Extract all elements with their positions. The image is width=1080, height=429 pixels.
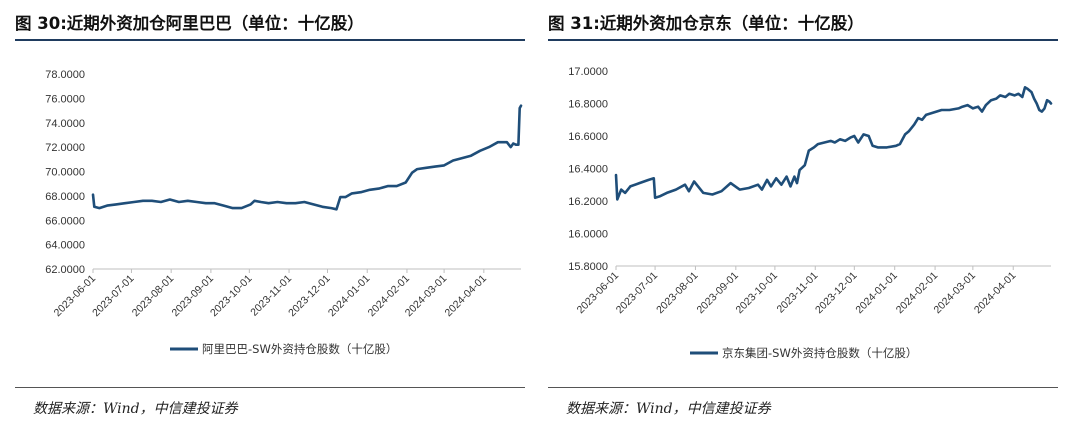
x-tick-label: 2024-04-01 — [442, 273, 489, 320]
x-tick-label: 2023-10-01 — [734, 270, 781, 317]
y-tick-label: 78.0000 — [45, 69, 85, 81]
source-divider — [548, 387, 1058, 388]
legend-label: 阿里巴巴-SW外资持仓股数（十亿股） — [202, 342, 397, 356]
y-tick-label: 72.0000 — [45, 142, 85, 154]
chart-panel-jd: 图 31:近期外资加仓京东（单位：十亿股） 15.8000 16.0000 16.2… — [548, 0, 1073, 429]
chart-title: 图 31:近期外资加仓京东（单位：十亿股） — [548, 14, 864, 33]
y-tick-label: 16.8000 — [568, 99, 608, 111]
x-tick-label: 2023-12-01 — [813, 270, 860, 317]
x-tick-label: 2024-01-01 — [853, 270, 900, 317]
title-divider — [548, 39, 1058, 41]
title-divider — [15, 39, 525, 41]
y-tick-label: 62.0000 — [45, 264, 85, 276]
series-line — [91, 104, 523, 211]
y-tick-label: 74.0000 — [45, 118, 85, 130]
x-tick-label: 2024-01-01 — [326, 273, 373, 320]
y-tick-label: 66.0000 — [45, 215, 85, 227]
data-source-note: 数据来源：Wind，中信建投证券 — [33, 401, 238, 417]
chart-panel-alibaba: 图 30:近期外资加仓阿里巴巴（单位：十亿股） 62.0000 64.0000 66… — [15, 0, 540, 429]
legend-label: 京东集团-SW外资持仓股数（十亿股） — [722, 346, 917, 360]
x-tick-label: 2023-08-01 — [654, 270, 701, 317]
x-tick-label: 2023-12-01 — [286, 273, 333, 320]
line-chart-alibaba: 62.0000 64.0000 66.0000 68.0000 70.0000 72.00… — [45, 69, 523, 356]
x-tick-label: 2023-07-01 — [614, 270, 661, 317]
y-tick-label: 16.2000 — [568, 196, 608, 208]
y-tick-label: 68.0000 — [45, 191, 85, 203]
x-tick-label: 2023-07-01 — [90, 273, 137, 320]
y-tick-label: 16.4000 — [568, 164, 608, 176]
y-tick-label: 76.0000 — [45, 93, 85, 105]
source-divider — [15, 387, 525, 388]
x-tick-label: 2023-10-01 — [208, 273, 255, 320]
y-tick-label: 16.0000 — [568, 229, 608, 241]
x-tick-label: 2024-04-01 — [972, 270, 1019, 317]
y-tick-label: 16.6000 — [568, 131, 608, 143]
y-tick-label: 64.0000 — [45, 240, 85, 252]
series-line — [614, 86, 1053, 201]
y-tick-label: 17.0000 — [568, 66, 608, 78]
line-chart-jd: 15.8000 16.0000 16.2000 16.4000 16.6000 16.80… — [568, 66, 1053, 360]
y-tick-label: 70.0000 — [45, 167, 85, 179]
data-source-note: 数据来源：Wind，中信建投证券 — [566, 401, 771, 417]
y-tick-label: 15.8000 — [568, 261, 608, 273]
chart-title: 图 30:近期外资加仓阿里巴巴（单位：十亿股） — [15, 14, 364, 33]
x-tick-label: 2023-08-01 — [130, 273, 177, 320]
